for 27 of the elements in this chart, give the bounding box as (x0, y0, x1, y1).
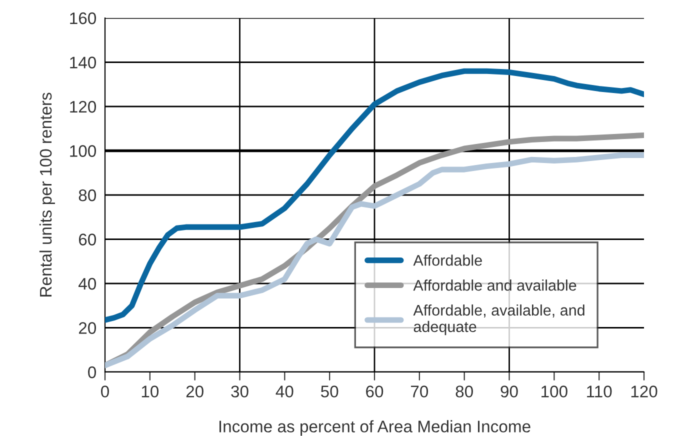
y-axis-title: Rental units per 100 renters (39, 92, 55, 296)
x-tick-label: 10 (142, 386, 159, 398)
y-tick-label: 160 (70, 12, 96, 24)
legend-label: Affordable, available, and adequate (413, 304, 584, 336)
x-tick-label: 60 (366, 386, 384, 398)
x-tick-label: 0 (101, 386, 109, 398)
x-tick-label: 30 (231, 386, 248, 398)
y-tick-label: 0 (88, 366, 96, 378)
x-tick-label: 50 (320, 386, 338, 398)
x-tick-label: 120 (631, 386, 658, 398)
x-tick-label: 80 (456, 386, 473, 398)
x-axis-title: Income as percent of Area Median Income (219, 420, 530, 436)
y-tick-label: 60 (78, 234, 96, 246)
x-tick-label: 100 (542, 386, 568, 398)
y-tick-label: 80 (78, 189, 96, 202)
y-tick-label: 20 (78, 322, 96, 334)
legend-label: Affordable (413, 254, 482, 266)
y-tick-label: 140 (70, 56, 96, 68)
x-tick-label: 20 (186, 386, 204, 398)
x-tick-label: 90 (500, 386, 518, 398)
legend-label: Affordable and available (413, 280, 576, 291)
y-tick-label: 40 (78, 278, 96, 290)
x-tick-label: 70 (411, 386, 428, 398)
x-tick-label: 40 (276, 386, 294, 398)
y-tick-label: 100 (70, 145, 96, 157)
y-tick-label: 120 (70, 100, 96, 113)
x-tick-label: 110 (587, 386, 612, 398)
